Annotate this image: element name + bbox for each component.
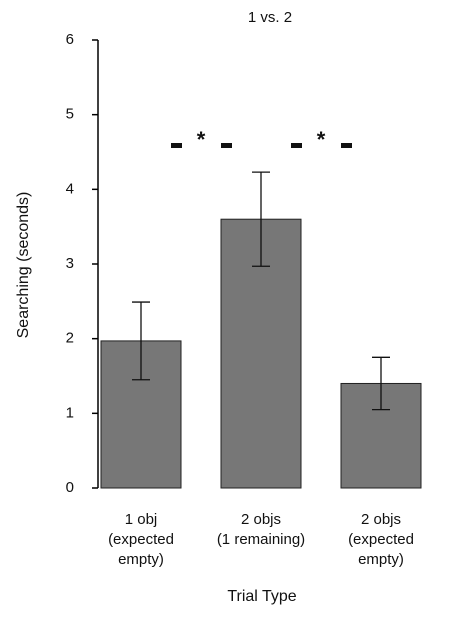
x-tick-label: (expected [108, 531, 174, 548]
x-tick-label: 1 obj [125, 511, 158, 528]
y-tick-label: 6 [66, 31, 74, 48]
significance-dash [221, 143, 232, 148]
x-tick-label: empty) [358, 551, 404, 568]
significance-dash [341, 143, 352, 148]
y-tick-label: 3 [66, 255, 74, 272]
y-tick-label: 4 [66, 180, 74, 197]
y-tick-label: 2 [66, 330, 74, 347]
x-tick-label: (expected [348, 531, 414, 548]
x-axis-label: Trial Type [227, 588, 296, 605]
significance-label: * [197, 127, 206, 152]
x-tick-label: 2 objs [361, 511, 401, 528]
significance-label: * [317, 127, 326, 152]
x-tick-label: 2 objs [241, 511, 281, 528]
y-axis-label: Searching (seconds) [15, 192, 32, 339]
x-tick-label: empty) [118, 551, 164, 568]
x-tick-label: (1 remaining) [217, 531, 305, 548]
significance-dash [291, 143, 302, 148]
chart-title: 1 vs. 2 [248, 9, 292, 26]
error-bar [372, 356, 390, 411]
significance-dash [171, 143, 182, 148]
error-bar [132, 301, 150, 381]
error-bar [252, 171, 270, 267]
y-tick-label: 5 [66, 106, 74, 123]
y-tick-label: 1 [66, 404, 74, 421]
y-tick-label: 0 [66, 479, 74, 496]
